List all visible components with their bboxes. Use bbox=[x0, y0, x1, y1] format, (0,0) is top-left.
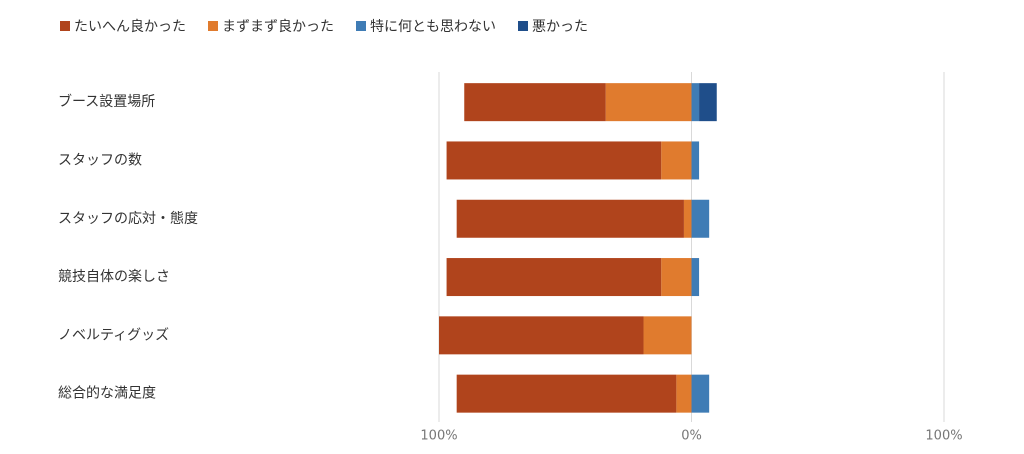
bar-segment bbox=[456, 374, 677, 413]
legend-swatch bbox=[208, 21, 218, 31]
y-tick-label: スタッフの応対・態度 bbox=[58, 211, 198, 227]
bar-segment bbox=[446, 258, 662, 297]
legend-swatch bbox=[60, 21, 70, 31]
bar-segment bbox=[661, 141, 692, 180]
bar-segment bbox=[676, 374, 692, 413]
bar-segment bbox=[439, 316, 644, 355]
bar-segment bbox=[691, 141, 700, 180]
x-tick-label: 100% bbox=[925, 429, 962, 444]
bar-segment bbox=[691, 83, 700, 122]
legend-swatch bbox=[518, 21, 528, 31]
bar-segment bbox=[446, 141, 662, 180]
legend-label: 悪かった bbox=[532, 19, 588, 35]
y-tick-label: 競技自体の楽しさ bbox=[58, 269, 170, 285]
bar-segment bbox=[691, 374, 710, 413]
legend-label: たいへん良かった bbox=[74, 19, 186, 35]
bar-segment bbox=[699, 83, 717, 122]
y-tick-label: ブース設置場所 bbox=[58, 93, 155, 110]
x-tick-label: 0% bbox=[681, 429, 702, 444]
y-tick-label: 総合的な満足度 bbox=[58, 386, 156, 402]
y-tick-label: ノベルティグッズ bbox=[58, 327, 169, 343]
bar-segment bbox=[464, 83, 606, 122]
bar-segment bbox=[661, 258, 692, 297]
bar-segment bbox=[691, 258, 700, 297]
legend-swatch bbox=[356, 21, 366, 31]
legend-label: まずまず良かった bbox=[222, 19, 334, 35]
bar-segment bbox=[691, 199, 710, 238]
bar-segment bbox=[643, 316, 692, 355]
legend-label: 特に何とも思わない bbox=[370, 19, 496, 35]
bar-segment bbox=[605, 83, 692, 122]
bar-segment bbox=[456, 199, 684, 238]
x-tick-label: 100% bbox=[420, 429, 457, 444]
y-tick-label: スタッフの数 bbox=[58, 152, 142, 168]
bar-segment bbox=[683, 199, 692, 238]
